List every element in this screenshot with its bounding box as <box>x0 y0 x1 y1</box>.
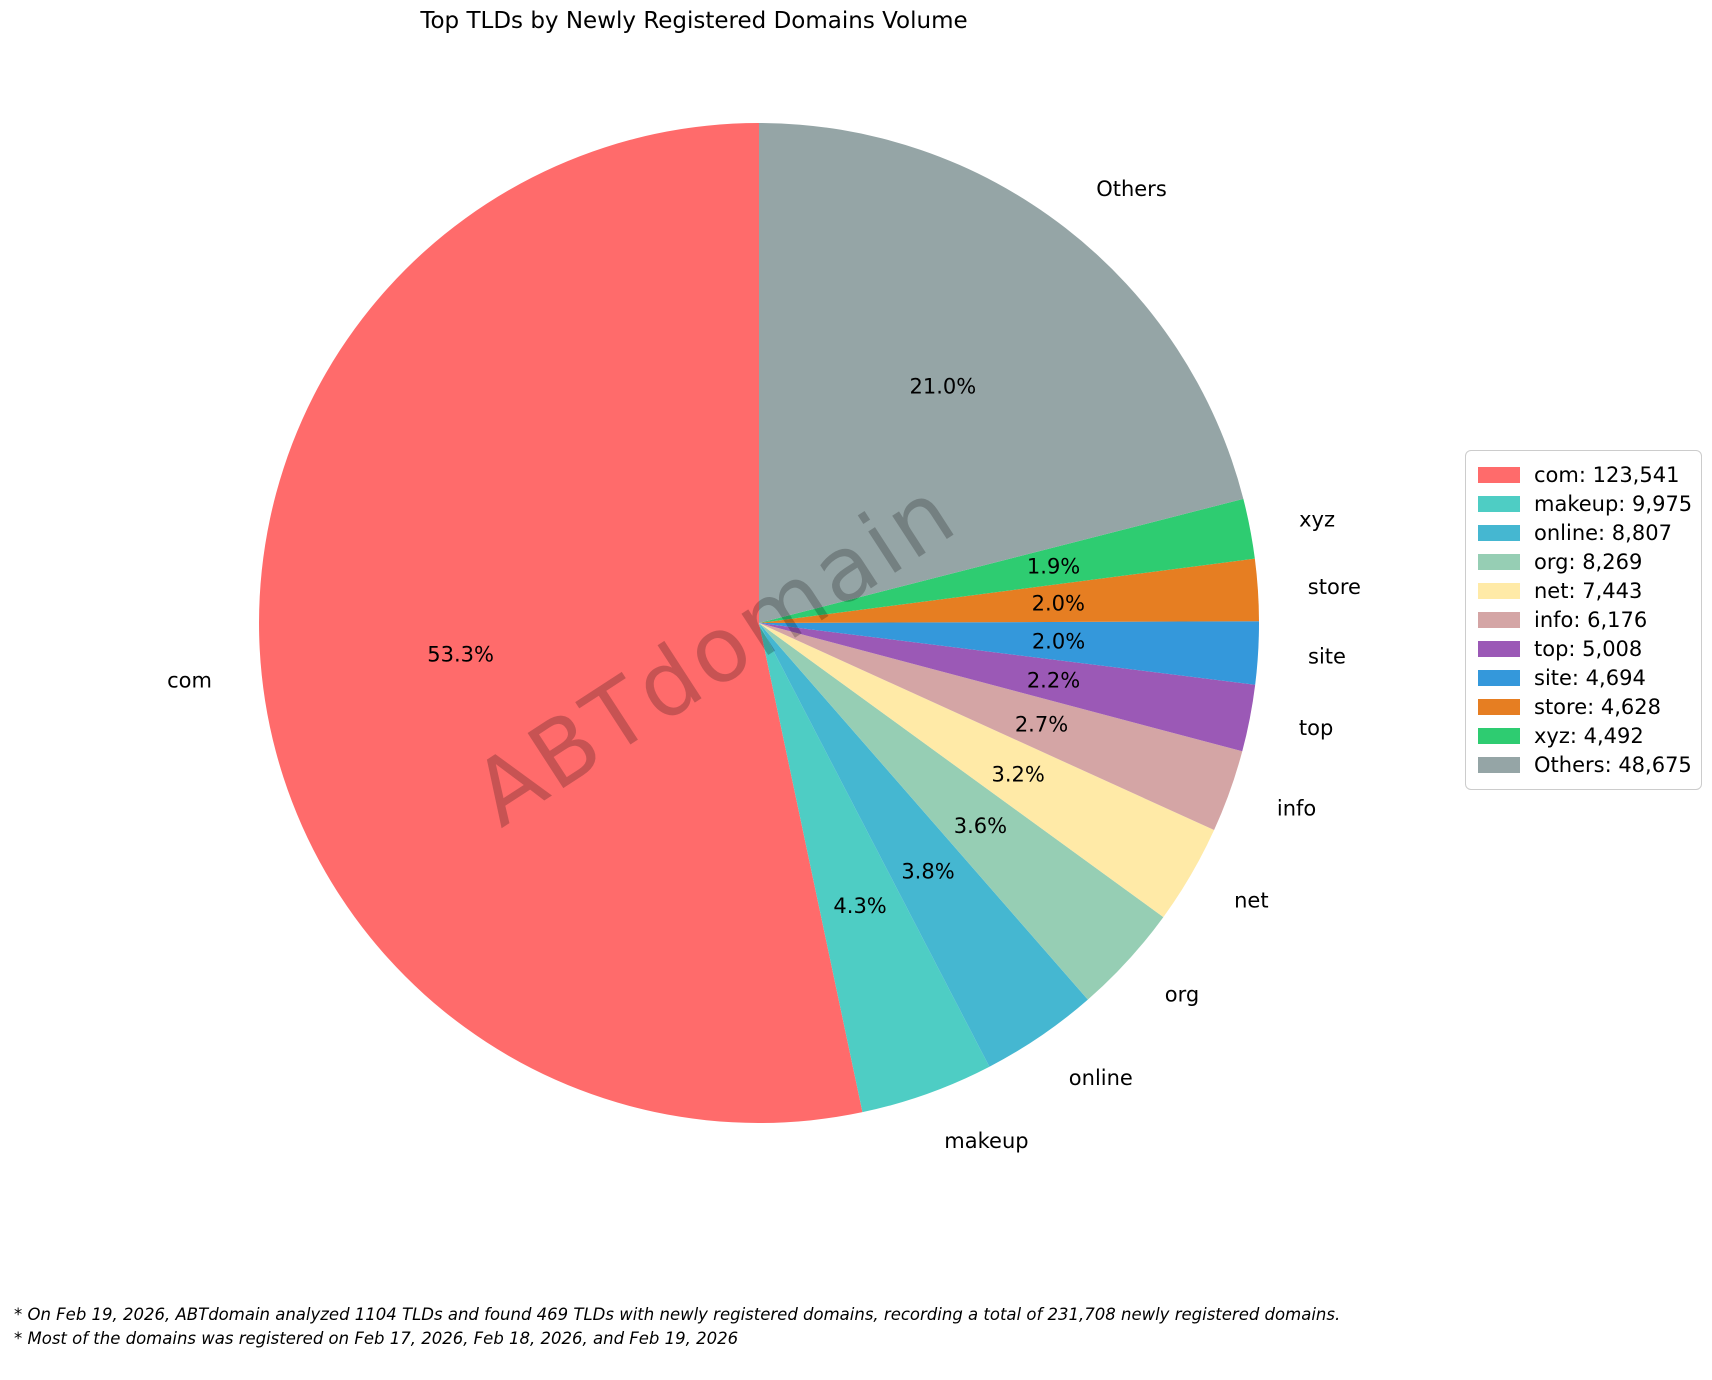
legend-item-others: Others: 48,675 <box>1478 753 1692 778</box>
pie-slice-store <box>759 558 1259 623</box>
legend-swatch-net <box>1478 582 1520 599</box>
legend-item-makeup: makeup: 9,975 <box>1478 491 1693 516</box>
pie-slice-info <box>759 623 1243 831</box>
legend-item-org: org: 8,269 <box>1478 550 1689 574</box>
slice-label-top: top <box>1299 716 1333 740</box>
legend-swatch-store <box>1478 699 1520 716</box>
pct-label-top: 2.2% <box>1027 668 1080 692</box>
pct-label-site: 2.0% <box>1032 629 1085 653</box>
legend: com: 123,541 makeup: 9,975 online: 8,807 or… <box>1465 450 1702 790</box>
legend-swatch-xyz <box>1478 728 1520 745</box>
slice-label-com: com <box>167 669 212 693</box>
legend-item-top: top: 5,008 <box>1478 637 1689 661</box>
legend-item-xyz: xyz: 4,492 <box>1478 724 1689 748</box>
legend-swatch-org <box>1478 553 1520 570</box>
pie-slice-online <box>759 623 1088 1067</box>
legend-text-xyz: xyz: 4,492 <box>1534 724 1644 749</box>
legend-text-site: site: 4,694 <box>1534 666 1646 691</box>
pct-label-store: 2.0% <box>1032 591 1085 615</box>
pie-slice-others <box>759 123 1244 623</box>
legend-swatch-com <box>1478 466 1520 483</box>
pie-slice-com <box>259 123 863 1124</box>
legend-swatch-others <box>1478 757 1520 774</box>
legend-item-com: com: 123,541 <box>1478 463 1689 487</box>
pct-label-org: 3.6% <box>954 814 1007 838</box>
pct-label-com: 53.3% <box>427 643 494 667</box>
pct-label-net: 3.2% <box>992 762 1045 786</box>
legend-text-com: com: 123,541 <box>1534 462 1680 487</box>
slice-label-net: net <box>1234 888 1268 912</box>
pct-label-online: 3.8% <box>901 859 954 883</box>
chart-title: Top TLDs by Newly Registered Domains Vol… <box>420 8 968 34</box>
legend-item-store: store: 4,628 <box>1478 695 1689 719</box>
pie-slice-site <box>759 621 1260 685</box>
pie-slice-makeup <box>759 623 990 1113</box>
pct-label-xyz: 1.9% <box>1027 555 1080 579</box>
legend-swatch-online <box>1478 524 1520 541</box>
pct-label-others: 21.0% <box>910 374 977 398</box>
legend-item-net: net: 7,443 <box>1478 579 1689 603</box>
footnote-dates: * Most of the domains was registered on … <box>14 1329 739 1348</box>
slice-label-site: site <box>1308 644 1346 668</box>
slice-label-others: Others <box>1096 177 1167 201</box>
slice-label-online: online <box>1069 1066 1133 1090</box>
slice-label-xyz: xyz <box>1299 507 1335 531</box>
legend-text-info: info: 6,176 <box>1534 607 1648 632</box>
pie-slice-org <box>759 623 1164 1000</box>
slice-label-makeup: makeup <box>944 1129 1028 1153</box>
pct-label-info: 2.7% <box>1015 712 1068 736</box>
legend-item-site: site: 4,694 <box>1478 666 1689 690</box>
legend-text-store: store: 4,628 <box>1534 695 1661 720</box>
legend-text-org: org: 8,269 <box>1534 549 1643 574</box>
legend-swatch-site <box>1478 670 1520 687</box>
legend-text-top: top: 5,008 <box>1534 637 1643 661</box>
legend-text-makeup: makeup: 9,975 <box>1534 491 1693 516</box>
legend-text-net: net: 7,443 <box>1534 578 1643 603</box>
legend-text-online: online: 8,807 <box>1534 520 1672 545</box>
slice-label-org: org <box>1165 983 1199 1007</box>
pct-label-makeup: 4.3% <box>833 894 886 918</box>
legend-text-others: Others: 48,675 <box>1534 753 1692 778</box>
legend-item-online: online: 8,807 <box>1478 521 1689 545</box>
footnotes: * On Feb 19, 2026, ABTdomain analyzed 11… <box>14 1303 1340 1351</box>
slice-label-store: store <box>1308 575 1361 599</box>
legend-swatch-makeup <box>1478 495 1520 512</box>
pie-slice-net <box>759 623 1215 918</box>
legend-swatch-info <box>1478 611 1520 628</box>
pie-slice-top <box>759 623 1256 752</box>
footnote-analysis: * On Feb 19, 2026, ABTdomain analyzed 11… <box>14 1305 1341 1324</box>
pie-slice-xyz <box>759 498 1255 623</box>
legend-swatch-top <box>1478 641 1520 657</box>
legend-item-info: info: 6,176 <box>1478 608 1689 632</box>
slice-label-info: info <box>1277 796 1316 820</box>
